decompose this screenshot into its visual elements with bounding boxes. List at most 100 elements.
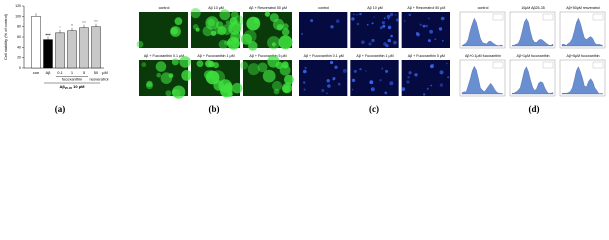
cell-blob (146, 80, 153, 88)
cell-blob (281, 61, 289, 69)
y-tick-label: 0 (19, 66, 21, 70)
cell-blob (181, 70, 193, 81)
cell-blob (248, 41, 258, 51)
y-tick-label: 120 (15, 4, 21, 8)
figure: (a) (b) (c) (d) Cell viability (% of control… (3, 4, 606, 114)
cell-blob (301, 33, 303, 35)
cell-blob (267, 36, 281, 50)
cell-blob (430, 84, 433, 87)
cell-blob (230, 11, 239, 19)
cell-blob (282, 85, 290, 93)
cell-blob (429, 29, 433, 34)
cell-blob (422, 24, 426, 28)
image-caption: Aβ 10 μM (367, 6, 383, 10)
cell-blob (381, 67, 384, 70)
cell-blob (218, 39, 228, 50)
cell-blob (423, 93, 426, 96)
panel-label: (c) (369, 104, 379, 114)
cell-blob (440, 16, 445, 21)
cell-blob (383, 17, 386, 20)
image-caption: Aβ+5μM fucoxanthin (566, 54, 599, 58)
cell-blob (408, 71, 412, 75)
cell-blob (330, 25, 334, 29)
micrograph (350, 60, 399, 96)
cell-blob (195, 27, 200, 32)
image-caption: Aβ 10 μM (208, 6, 224, 10)
group-label: fucoxanthin (62, 77, 82, 82)
cell-blob (446, 62, 448, 65)
cell-blob (310, 19, 314, 23)
cell-blob (243, 29, 257, 43)
cell-blob (227, 36, 241, 50)
cell-blob (172, 85, 186, 99)
cell-blob (165, 90, 172, 97)
cell-blob (394, 14, 397, 16)
cell-blob (304, 66, 307, 70)
y-tick-label: 100 (15, 14, 21, 18)
cell-blob (395, 18, 399, 22)
cell-blob (419, 23, 422, 26)
cell-blob (168, 73, 174, 78)
image-caption: Aβ + Fucoxanthin 5 μM (408, 54, 445, 58)
cell-blob (275, 61, 283, 70)
x-tick-label: 1 (71, 70, 74, 75)
cell-blob (356, 14, 358, 16)
image-caption: Aβ + Fucoxanthin 0.1 μM (144, 54, 184, 58)
cell-blob (389, 81, 394, 86)
cell-blob (366, 23, 369, 26)
histogram-legend (592, 13, 604, 21)
histogram (561, 17, 604, 47)
histogram-legend (592, 61, 604, 69)
histogram (511, 18, 554, 47)
treatment-label: Aβ25-35 10 μM (60, 84, 86, 90)
panel-label: (a) (55, 104, 66, 114)
histogram (461, 65, 504, 95)
y-tick-label: 60 (17, 35, 21, 39)
micrograph (401, 60, 450, 96)
cell-blob (425, 24, 428, 28)
cell-blob (210, 30, 217, 36)
cell-blob (368, 42, 372, 46)
cell-blob (170, 26, 181, 37)
cell-blob (156, 72, 161, 78)
cell-blob (281, 28, 290, 36)
cell-blob (406, 80, 410, 84)
cell-blob (205, 70, 220, 85)
cell-blob (371, 22, 374, 25)
cell-blob (351, 88, 354, 91)
image-caption: Aβ+0.1μM fucoxanthin (465, 54, 501, 58)
cell-blob (359, 12, 362, 16)
cell-blob (438, 27, 443, 31)
cell-blob (240, 61, 249, 70)
bar (55, 32, 65, 69)
cell-blob (353, 69, 357, 73)
cell-blob (427, 39, 431, 43)
treatment-part: 10 μM (72, 84, 85, 89)
treatment-part: Aβ (60, 84, 66, 89)
cell-blob (284, 74, 294, 85)
cell-blob (229, 17, 238, 25)
cell-blob (190, 8, 201, 19)
cell-blob (387, 38, 391, 43)
cell-blob (403, 20, 406, 22)
cell-blob (330, 60, 334, 65)
significance: *** (82, 20, 86, 24)
cell-blob (351, 17, 355, 21)
cell-blob (262, 69, 276, 83)
cell-blob (434, 38, 437, 41)
cell-blob (246, 16, 261, 31)
cell-blob (272, 80, 282, 91)
y-tick-label: 80 (17, 25, 21, 29)
y-tick-label: 40 (17, 45, 21, 49)
cell-blob (335, 19, 340, 23)
bar (79, 27, 89, 69)
cell-blob (325, 92, 328, 95)
cell-blob (359, 68, 362, 71)
cell-blob (365, 70, 367, 72)
cell-blob (264, 11, 270, 17)
cell-blob (361, 40, 365, 44)
cell-blob (432, 63, 435, 66)
cell-blob (269, 13, 279, 23)
cell-blob (387, 25, 392, 30)
unit-label: μM (102, 70, 108, 75)
